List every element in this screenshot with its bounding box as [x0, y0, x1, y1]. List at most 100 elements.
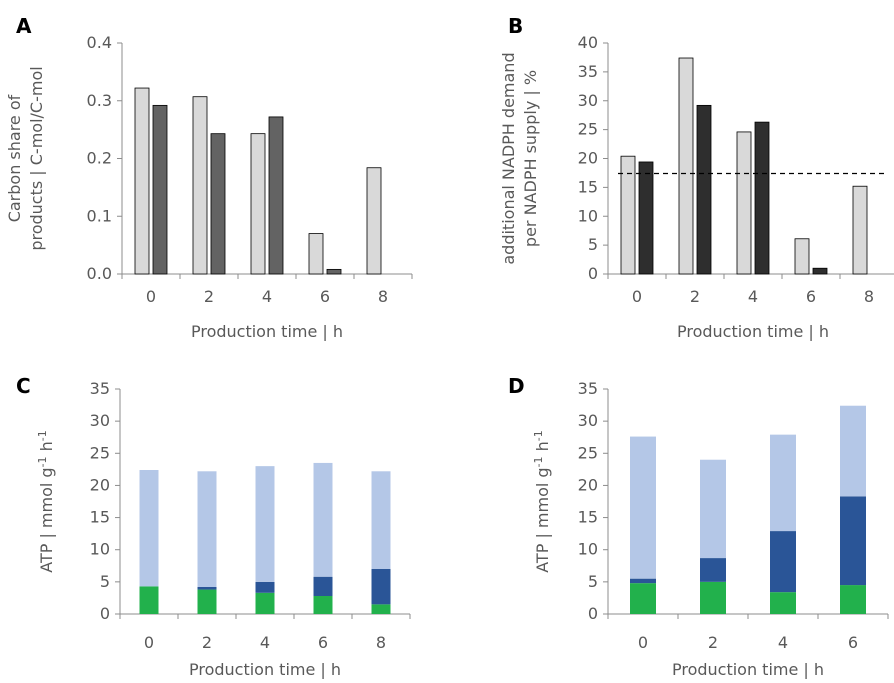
bar	[620, 155, 636, 275]
bar-segment	[255, 466, 275, 582]
x-tick-label: 6	[318, 633, 328, 652]
x-tick-label: 6	[320, 287, 330, 306]
bar-segment	[630, 583, 656, 614]
x-tick-label: 8	[376, 633, 386, 652]
y-tick-label: 0	[588, 604, 598, 623]
y-tick-label: 20	[578, 475, 598, 494]
bar	[210, 133, 226, 275]
chart-panel-c: C 0 5 10 15 20 25 30 35 0 2 4 6 8 Production time | h A…	[16, 374, 411, 679]
bar-segment	[700, 581, 726, 614]
x-tick-label: 4	[748, 287, 758, 306]
y-tick-label: 0.2	[87, 149, 112, 168]
y-axis-label-part: h	[533, 441, 552, 456]
bar	[794, 238, 810, 275]
y-tick-label: 15	[578, 177, 598, 196]
x-axis-label: Production time | h	[189, 660, 341, 679]
bar-segment	[371, 604, 391, 614]
y-axis-label-part: -1	[532, 456, 545, 467]
bar	[812, 267, 828, 275]
chart-panel-b: B 0 5 10 15 20 25 30 35 40 0 2 4 6 8 Production time | …	[499, 14, 894, 341]
x-tick-label: 4	[778, 633, 788, 652]
y-tick-label: 10	[578, 206, 598, 225]
x-tick-label: 4	[262, 287, 272, 306]
y-axis-label-part: -1	[36, 456, 49, 467]
y-axis-label-line: additional NADPH demand	[499, 52, 518, 264]
bar	[754, 121, 770, 275]
x-tick-label: 2	[204, 287, 214, 306]
bar-segment	[139, 586, 159, 614]
bar-segment	[770, 592, 796, 614]
y-tick-label: 0.3	[87, 91, 112, 110]
y-tick-label: 0	[100, 604, 110, 623]
chart-panel-a: A 0.0 0.1 0.2 0.3 0.4 0 2 4 6 8 Production time | h…	[5, 14, 413, 341]
bar-segment	[371, 471, 391, 569]
bar-segment	[197, 589, 217, 614]
y-tick-label: 5	[588, 235, 598, 254]
panel-label: A	[16, 14, 32, 38]
x-tick-label: 0	[146, 287, 156, 306]
bar	[268, 116, 284, 275]
bar-segment	[139, 470, 159, 587]
x-axis-label: Production time | h	[677, 322, 829, 341]
panel-label: C	[16, 374, 31, 398]
y-tick-label: 20	[90, 475, 110, 494]
y-tick-label: 10	[90, 540, 110, 559]
bar-segment	[313, 576, 333, 596]
y-tick-label: 30	[90, 411, 110, 430]
chart-panel-d: D 0 5 10 15 20 25 30 35 0 2 4 6 Production time | h AT…	[508, 374, 889, 679]
bar	[326, 268, 342, 275]
y-tick-label: 0.0	[87, 264, 112, 283]
y-axis-label-line: products | C-mol/C-mol	[27, 66, 46, 250]
bar-segment	[255, 592, 275, 614]
x-tick-label: 2	[202, 633, 212, 652]
bar	[678, 57, 694, 275]
y-tick-label: 0.4	[87, 33, 112, 52]
bar-segment	[770, 531, 796, 593]
y-tick-label: 5	[588, 572, 598, 591]
bar-segment	[255, 581, 275, 593]
y-axis-label-line: Carbon share of	[5, 94, 24, 222]
x-tick-label: 2	[708, 633, 718, 652]
y-axis-label-part: h	[37, 441, 56, 456]
y-tick-label: 15	[90, 508, 110, 527]
bar-segment	[197, 471, 217, 587]
bar-segment	[700, 558, 726, 582]
bar	[250, 133, 266, 275]
y-tick-label: 25	[90, 443, 110, 462]
y-axis-label-line: per NADPH supply | %	[521, 70, 540, 247]
x-tick-label: 6	[806, 287, 816, 306]
y-tick-label: 35	[578, 62, 598, 81]
bar-segment	[313, 596, 333, 614]
y-axis-label: ATP | mmol g-1 h-1	[36, 430, 57, 573]
y-tick-label: 25	[578, 120, 598, 139]
bar-segment	[840, 496, 866, 586]
bar	[638, 161, 654, 275]
panel-label: B	[508, 14, 523, 38]
bar-segment	[630, 436, 656, 579]
bar-segment	[197, 587, 217, 590]
bar	[852, 185, 868, 275]
y-tick-label: 40	[578, 33, 598, 52]
x-tick-label: 0	[638, 633, 648, 652]
bar	[736, 131, 752, 275]
y-axis-label-part: ATP | mmol g	[533, 467, 552, 572]
x-tick-label: 4	[260, 633, 270, 652]
bar-segment	[313, 462, 333, 577]
bar	[366, 167, 382, 275]
y-tick-label: 30	[578, 91, 598, 110]
x-tick-label: 8	[864, 287, 874, 306]
bar	[696, 104, 712, 275]
bar-segment	[630, 578, 656, 584]
y-tick-label: 35	[578, 379, 598, 398]
bar-segment	[840, 585, 866, 614]
y-tick-label: 5	[100, 572, 110, 591]
bar-segment	[840, 405, 866, 497]
x-tick-label: 8	[378, 287, 388, 306]
x-tick-label: 0	[144, 633, 154, 652]
bar-segment	[770, 434, 796, 532]
x-tick-label: 0	[632, 287, 642, 306]
bar-segment	[700, 459, 726, 559]
y-tick-label: 25	[578, 443, 598, 462]
y-tick-label: 30	[578, 411, 598, 430]
